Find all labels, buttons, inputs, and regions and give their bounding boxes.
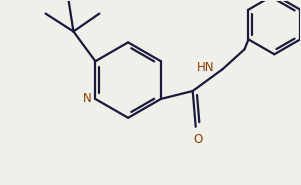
Text: N: N xyxy=(83,92,92,105)
Text: HN: HN xyxy=(197,61,215,74)
Text: O: O xyxy=(193,133,202,146)
